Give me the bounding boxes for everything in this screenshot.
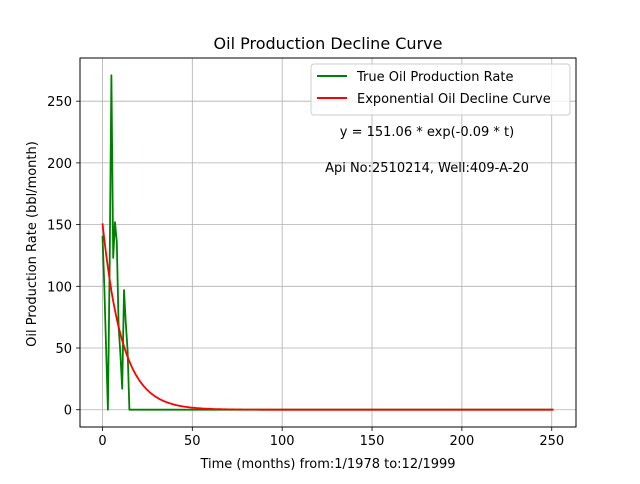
x-tick-label: 200 [449, 434, 474, 449]
x-tick-label: 150 [360, 434, 385, 449]
x-tick-label: 100 [270, 434, 295, 449]
legend: True Oil Production Rate Exponential Oil… [310, 63, 571, 116]
x-axis-label: Time (months) from:1/1978 to:12/1999 [199, 457, 455, 472]
chart-title: Oil Production Decline Curve [214, 34, 443, 53]
series-line-decline-curve [101, 223, 554, 411]
plot-frame [79, 57, 577, 428]
ticks: 0 50 100 150 200 250 0 50 100 150 200 250 [47, 95, 564, 449]
x-tick-label: 0 [98, 434, 106, 449]
x-tick-label: 50 [184, 434, 201, 449]
series-lines [101, 74, 554, 411]
x-tick-label: 250 [539, 434, 564, 449]
y-tick-label: 100 [47, 280, 72, 295]
y-tick-label: 50 [55, 342, 72, 357]
legend-box [310, 63, 571, 116]
annotation-equation: y = 151.06 * exp(-0.09 * t) [340, 125, 514, 140]
legend-label-decline-curve: Exponential Oil Decline Curve [357, 92, 551, 107]
legend-label-true-rate: True Oil Production Rate [356, 70, 513, 85]
y-tick-label: 200 [47, 157, 72, 172]
y-tick-label: 0 [64, 404, 72, 419]
annotation-well: Api No:2510214, Well:409-A-20 [325, 161, 529, 176]
y-axis-label: Oil Production Rate (bbl/month) [25, 141, 40, 347]
y-tick-label: 150 [47, 219, 72, 234]
y-tick-label: 250 [47, 95, 72, 110]
